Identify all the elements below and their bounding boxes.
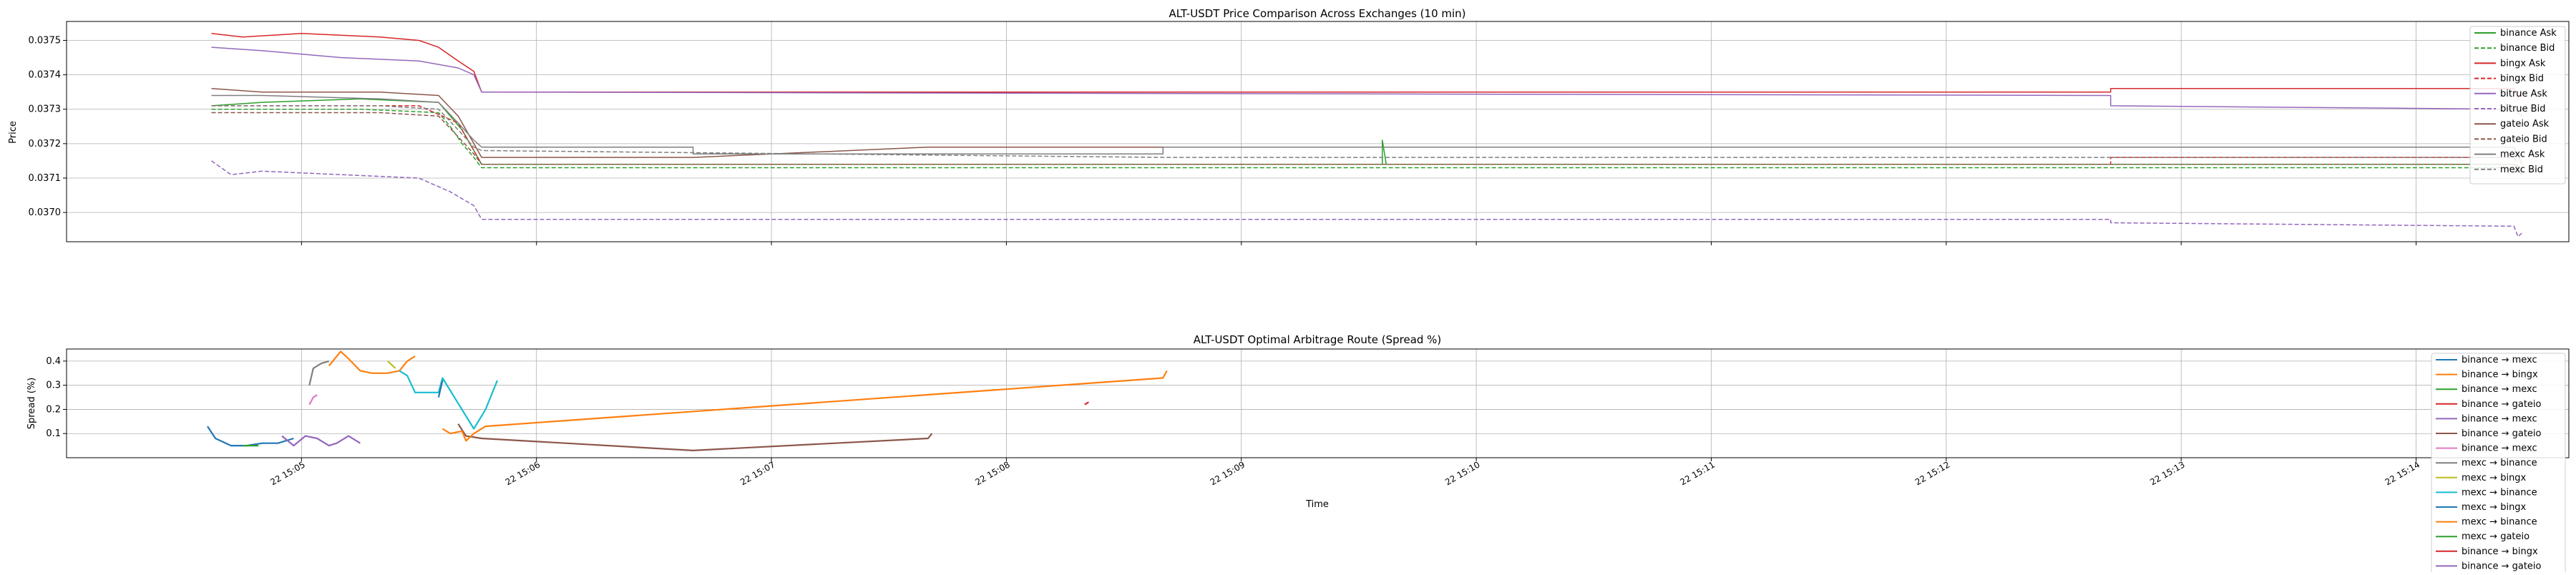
legend-entry: binance → gateio [2462, 561, 2542, 571]
legend-entry: mexc → binance [2462, 517, 2537, 528]
spread-chart-legend: binance → mexc binance → bingx binance → m… [2431, 353, 2566, 575]
price-chart-series [211, 33, 2522, 237]
y-tick-label: 0.0374 [29, 70, 62, 81]
y-tick-label: 0.0370 [29, 207, 62, 218]
legend-entry: mexc → gateio [2462, 531, 2529, 542]
legend-entry: gateio Bid [2500, 134, 2547, 144]
y-tick-label: 0.0372 [29, 139, 62, 149]
series-line-5 [211, 160, 2522, 237]
legend-entry: bingx Bid [2500, 74, 2544, 84]
y-tick-label: 0.0371 [29, 173, 62, 184]
price-chart-grid [67, 21, 2569, 242]
legend-entry: binance Bid [2500, 43, 2555, 54]
series-line-11 [441, 370, 1168, 442]
series-line-7 [211, 112, 2522, 172]
spread-chart-series [207, 350, 1168, 452]
y-tick-label: 0.4 [46, 356, 61, 367]
series-line-4 [281, 435, 361, 447]
price-chart-x-ticks [301, 242, 2417, 245]
series-line-6 [308, 394, 318, 406]
series-line-4 [211, 46, 2522, 117]
legend-entry: mexc → binance [2462, 487, 2537, 498]
y-tick-label: 0.3 [46, 380, 61, 391]
series-line-8 [387, 360, 396, 369]
y-tick-label: 0.1 [46, 428, 61, 439]
series-line-8 [211, 94, 2514, 155]
series-line-1 [211, 108, 2522, 175]
price-chart-frame [66, 21, 2570, 242]
legend-entry: binance Ask [2500, 28, 2557, 39]
y-tick-label: 0.2 [46, 404, 61, 415]
legend-entry: gateio Ask [2500, 119, 2550, 129]
legend-entry: binance → gateio [2462, 399, 2542, 410]
legend-entry: mexc → bingx [2462, 473, 2527, 483]
series-line-0 [211, 98, 2522, 172]
spread-chart-y-axis-label: Spread (%) [26, 378, 37, 429]
price-chart-title: ALT-USDT Price Comparison Across Exchang… [1169, 7, 1465, 20]
legend-entry: binance → mexc [2462, 384, 2537, 395]
legend-entry: mexc → binance [2462, 458, 2537, 468]
legend-entry: mexc → bingx [2462, 502, 2527, 513]
legend-box [2431, 353, 2566, 575]
y-tick-label: 0.0375 [29, 35, 62, 46]
series-line-9 [399, 370, 499, 430]
legend-entry: binance → mexc [2462, 443, 2537, 454]
legend-entry: bingx Ask [2500, 58, 2546, 69]
series-line-2 [211, 33, 2522, 100]
spread-chart-y-ticks: 0.1 0.2 0.3 0.4 [46, 356, 67, 439]
legend-box [2469, 26, 2566, 185]
legend-entry: mexc Ask [2500, 149, 2545, 160]
legend-entry: binance → gateio [2462, 428, 2542, 439]
price-chart-y-axis-label: Price [8, 121, 19, 144]
price-chart-y-ticks: 0.0370 0.0371 0.0372 0.0373 0.0374 0.0375 [29, 35, 67, 218]
legend-entry: binance → mexc [2462, 413, 2537, 424]
spread-chart-frame [66, 348, 2570, 458]
spread-chart-title: ALT-USDT Optimal Arbitrage Route (Spread… [1194, 333, 1442, 346]
spread-chart-grid [67, 349, 2569, 458]
series-line-7 [308, 360, 330, 385]
series-line-5 [457, 423, 933, 452]
legend-entry: mexc Bid [2500, 164, 2543, 175]
price-chart-legend: binance Ask binance Bid bingx Ask bingx Bid… [2469, 26, 2566, 185]
series-line-3 [1084, 401, 1089, 406]
legend-entry: binance → bingx [2462, 370, 2538, 380]
series-line-10 [437, 380, 444, 398]
series-line-1 [328, 350, 416, 374]
y-tick-label: 0.0373 [29, 104, 62, 115]
spread-chart-x-axis-label: Time [1305, 499, 1329, 510]
legend-entry: bitrue Ask [2500, 89, 2547, 99]
legend-entry: binance → mexc [2462, 355, 2537, 365]
series-line-9 [211, 105, 2514, 158]
legend-entry: bitrue Bid [2500, 104, 2545, 114]
legend-entry: binance → bingx [2462, 546, 2538, 557]
